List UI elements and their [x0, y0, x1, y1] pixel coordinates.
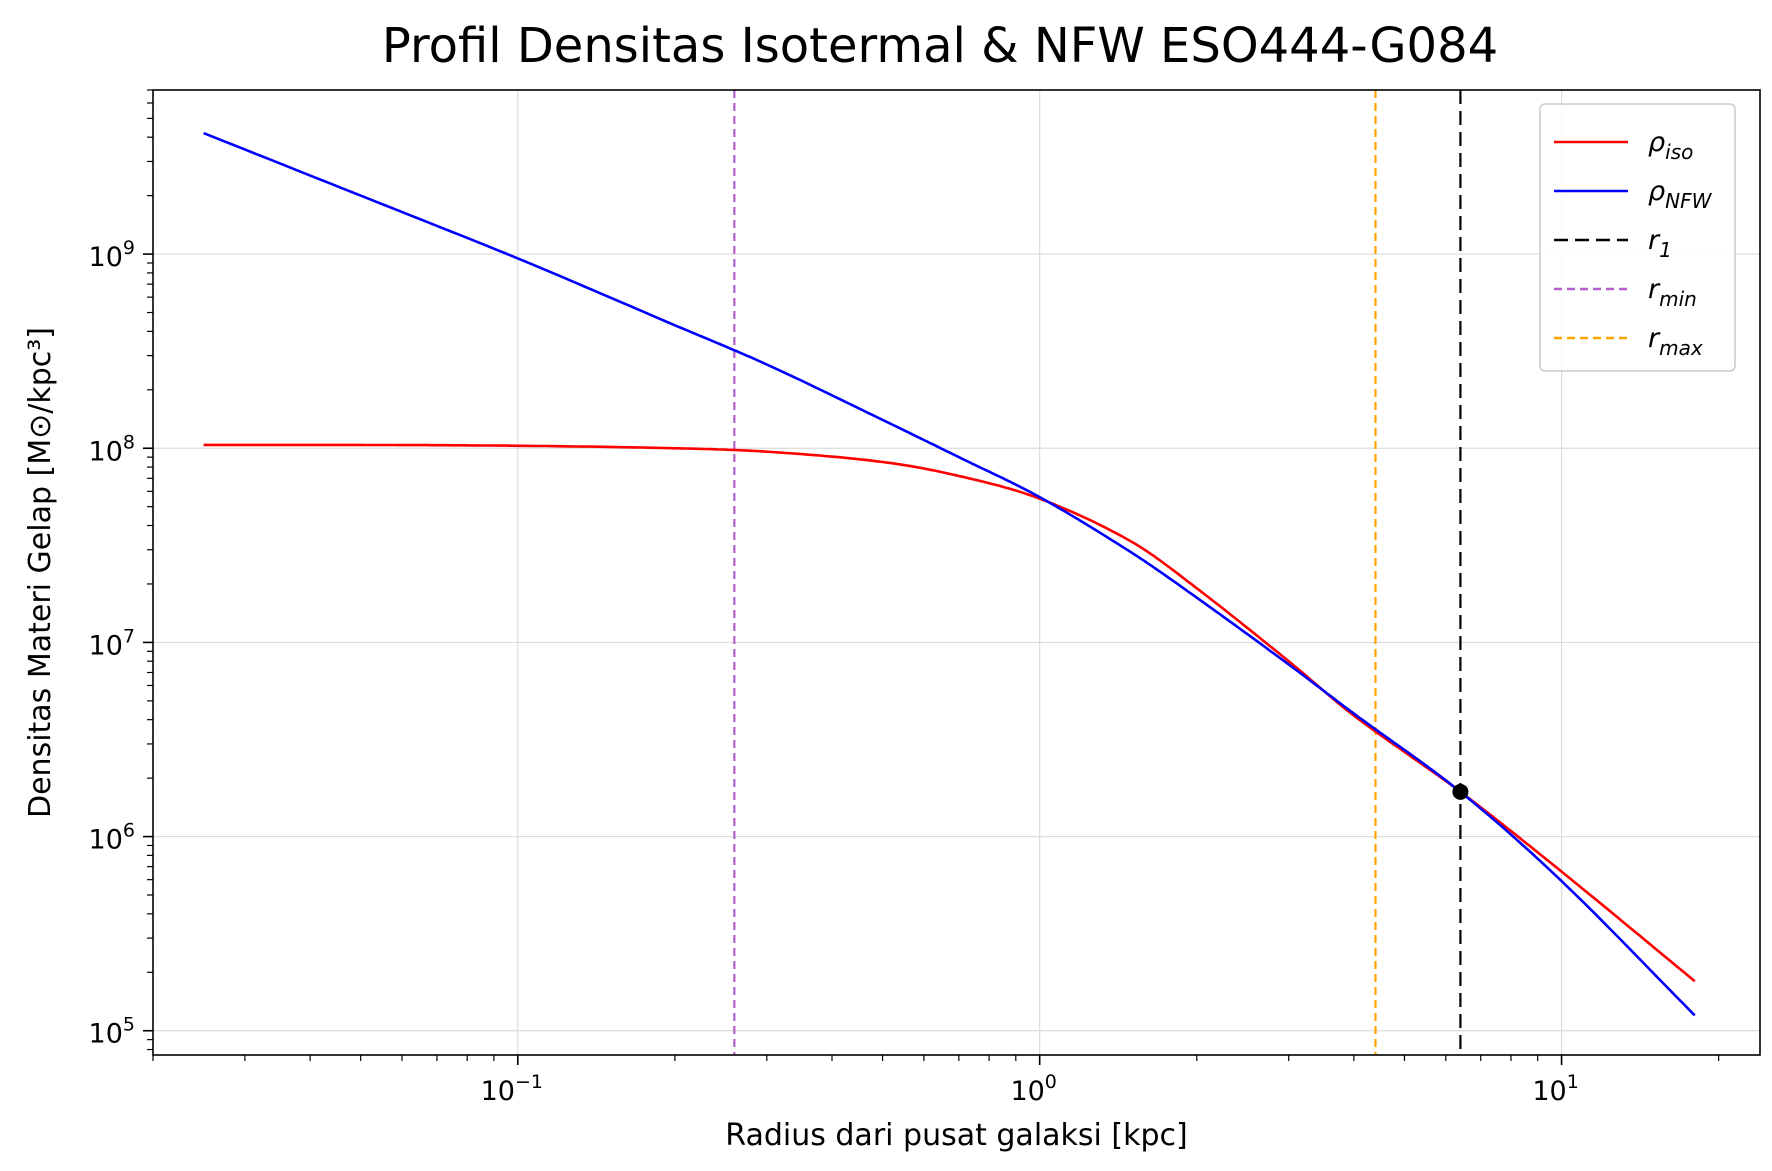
- grid-lines: [153, 90, 1760, 1055]
- x-axis-label: Radius dari pusat galaksi [kpc]: [725, 1118, 1187, 1153]
- plot-frame: [152, 89, 1761, 1056]
- axis-ticks: 10−1 100 101 105 106 107 108 109: [89, 89, 1720, 1107]
- series-ρiso: [203, 443, 1696, 983]
- plot-area: [203, 90, 1696, 1055]
- x-tick-label: 101: [1532, 1071, 1578, 1107]
- legend-entry-label: ρiso: [1648, 127, 1693, 164]
- legend-box: [1539, 103, 1736, 372]
- y-tick-label: 107: [89, 625, 135, 661]
- chart-title: Profil Densitas Isotermal & NFW ESO444-G…: [382, 18, 1498, 74]
- x-tick-label: 10−1: [481, 1071, 543, 1107]
- intersection-point: [1452, 783, 1469, 800]
- y-tick-label: 105: [89, 1014, 135, 1050]
- y-tick-label: 108: [89, 431, 135, 467]
- y-axis-label: Densitas Materi Gelap [M⊙/kpc³]: [23, 327, 58, 818]
- y-tick-label: 106: [89, 820, 135, 856]
- y-tick-label: 109: [89, 237, 135, 273]
- series-ρNFW: [203, 131, 1696, 1017]
- x-tick-label: 100: [1010, 1071, 1056, 1107]
